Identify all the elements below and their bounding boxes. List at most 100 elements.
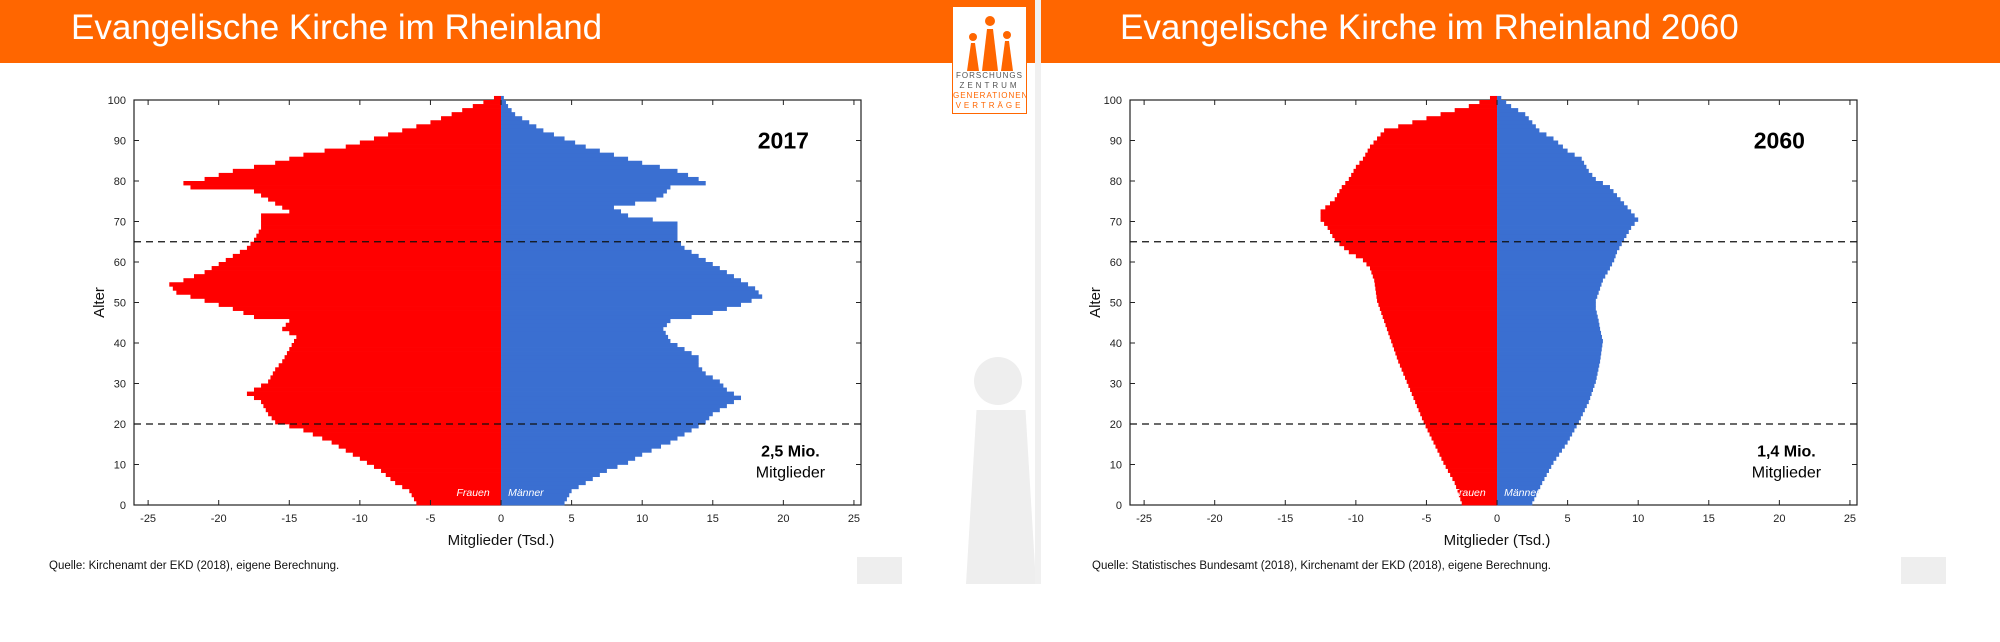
bar-male-age-65 bbox=[501, 237, 678, 243]
bar-male-age-36 bbox=[501, 355, 699, 360]
bar-male-age-51 bbox=[1497, 294, 1598, 299]
bar-female-age-48 bbox=[1379, 306, 1498, 311]
bar-male-age-66 bbox=[501, 233, 678, 239]
bar-female-age-34 bbox=[1399, 363, 1498, 368]
bar-male-age-16 bbox=[501, 436, 678, 441]
bar-female-age-92 bbox=[402, 128, 502, 133]
bar-female-age-20 bbox=[1423, 419, 1498, 425]
bar-male-age-98 bbox=[501, 104, 509, 109]
bar-male-age-35 bbox=[1497, 359, 1601, 364]
bar-male-age-10 bbox=[1497, 460, 1554, 465]
bar-male-age-0 bbox=[501, 500, 565, 506]
bar-female-age-18 bbox=[1427, 428, 1498, 433]
slide-separator bbox=[1035, 0, 1043, 584]
bar-male-age-30 bbox=[1497, 379, 1596, 384]
bar-male-age-67 bbox=[1497, 229, 1629, 235]
y-tick-label: 100 bbox=[1104, 95, 1122, 107]
bar-male-age-59 bbox=[1497, 262, 1613, 267]
bar-male-age-1 bbox=[501, 496, 567, 502]
slide-left: Evangelische Kirche im Rheinland FORSCHU… bbox=[0, 0, 1038, 584]
bar-male-age-84 bbox=[1497, 160, 1585, 166]
bar-male-age-1 bbox=[1497, 496, 1535, 502]
bar-male-age-13 bbox=[1497, 448, 1562, 453]
y-tick-label: 30 bbox=[114, 379, 126, 391]
bar-male-age-41 bbox=[501, 334, 669, 340]
bar-male-age-20 bbox=[501, 419, 706, 425]
bar-female-age-94 bbox=[430, 120, 502, 125]
series-label-female: Frauen bbox=[1452, 487, 1485, 499]
x-tick-label: 25 bbox=[1844, 513, 1856, 525]
x-tick-label: -20 bbox=[211, 513, 227, 525]
bar-male-age-74 bbox=[1497, 201, 1625, 206]
bar-female-age-6 bbox=[390, 476, 502, 482]
bar-female-age-37 bbox=[286, 351, 502, 356]
bar-female-age-16 bbox=[1431, 436, 1498, 441]
bar-female-age-33 bbox=[275, 367, 502, 372]
bar-female-age-70 bbox=[261, 217, 502, 222]
bar-female-age-16 bbox=[322, 436, 502, 441]
bar-male-age-96 bbox=[501, 112, 516, 117]
bar-female-age-60 bbox=[225, 257, 502, 263]
bar-female-age-30 bbox=[1406, 379, 1498, 384]
y-tick-label: 80 bbox=[1110, 176, 1122, 188]
bar-female-age-55 bbox=[183, 278, 502, 283]
x-tick-label: -25 bbox=[1136, 513, 1152, 525]
watermark-foot bbox=[1901, 557, 1946, 584]
pyramid-chart-2017: -25 -20 -15 -10 -5 0 5 10 15 20 25 0 10 20 30 40 50 60 70 8… bbox=[91, 95, 862, 549]
bar-male-age-0 bbox=[1497, 500, 1533, 506]
bar-female-age-71 bbox=[261, 213, 502, 218]
x-tick-label: 0 bbox=[1494, 513, 1500, 525]
bar-female-age-22 bbox=[1420, 411, 1498, 417]
bar-female-age-28 bbox=[1410, 387, 1498, 392]
bar-female-age-83 bbox=[1355, 164, 1498, 170]
bar-male-age-79 bbox=[1497, 181, 1603, 186]
bar-female-age-53 bbox=[172, 286, 502, 291]
bar-female-age-71 bbox=[1320, 213, 1498, 218]
bar-female-age-58 bbox=[1369, 266, 1498, 271]
bar-male-age-73 bbox=[501, 205, 614, 210]
bar-male-age-17 bbox=[501, 432, 685, 437]
bar-male-age-5 bbox=[501, 480, 586, 486]
bar-male-age-2 bbox=[501, 492, 570, 498]
bar-female-age-64 bbox=[250, 241, 502, 247]
members-total: 2,5 Mio. bbox=[761, 443, 820, 460]
y-tick-label: 60 bbox=[1110, 257, 1122, 269]
bar-female-age-14 bbox=[338, 444, 502, 449]
bar-male-age-96 bbox=[1497, 112, 1526, 117]
logo: FORSCHUNGS ZENTRUM GENERATIONEN VERTRÄGE bbox=[952, 6, 1027, 114]
bar-female-age-66 bbox=[256, 233, 502, 239]
bar-female-age-99 bbox=[1479, 100, 1498, 105]
bar-female-age-47 bbox=[1381, 310, 1498, 316]
bar-female-age-98 bbox=[1468, 104, 1498, 109]
bar-male-age-11 bbox=[1497, 456, 1557, 461]
bar-male-age-40 bbox=[501, 338, 671, 344]
bar-male-age-47 bbox=[1497, 310, 1597, 316]
bar-female-age-28 bbox=[253, 387, 502, 392]
bar-female-age-45 bbox=[289, 318, 502, 324]
source-note: Quelle: Statistisches Bundesamt (2018), … bbox=[1092, 560, 1551, 572]
bar-male-age-34 bbox=[501, 363, 699, 368]
bar-female-age-49 bbox=[1378, 302, 1498, 307]
bar-male-age-24 bbox=[501, 403, 727, 409]
bar-male-age-8 bbox=[1497, 468, 1549, 473]
y-tick-label: 50 bbox=[114, 298, 126, 310]
bar-female-age-96 bbox=[1440, 112, 1498, 117]
bar-male-age-32 bbox=[1497, 371, 1598, 376]
bar-male-age-75 bbox=[1497, 197, 1621, 202]
bar-female-age-93 bbox=[416, 124, 502, 129]
bar-male-age-30 bbox=[501, 379, 720, 384]
bar-female-age-31 bbox=[270, 375, 502, 380]
bar-male-age-33 bbox=[501, 367, 703, 372]
bar-female-age-87 bbox=[1367, 148, 1498, 154]
x-tick-label: -15 bbox=[281, 513, 297, 525]
x-tick-label: 15 bbox=[707, 513, 719, 525]
bar-female-age-84 bbox=[1359, 160, 1498, 166]
bar-female-age-30 bbox=[268, 379, 502, 384]
bar-female-age-56 bbox=[193, 274, 502, 279]
y-tick-label: 40 bbox=[1110, 338, 1122, 350]
bar-male-age-99 bbox=[1497, 100, 1507, 105]
bar-female-age-59 bbox=[1366, 262, 1498, 267]
bar-female-age-57 bbox=[1371, 270, 1498, 275]
bar-male-age-46 bbox=[501, 314, 692, 320]
bar-male-age-86 bbox=[501, 152, 614, 158]
